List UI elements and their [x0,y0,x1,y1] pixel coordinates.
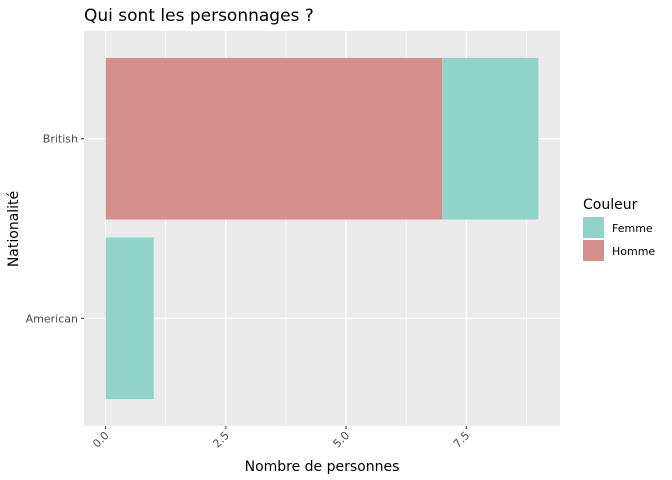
legend: Couleur Femme Homme [583,197,655,261]
bars [105,57,539,400]
legend-title: Couleur [583,197,638,213]
bar-femme-american [105,237,154,400]
chart-title: Qui sont les personnages ? [84,6,314,26]
x-tick-label: 2.5 [210,429,232,451]
x-tick-label: 5.0 [331,429,353,451]
x-axis: 0.0 2.5 5.0 7.5 [90,426,472,450]
bar-femme-british [442,57,539,220]
y-tick-label: British [43,133,78,146]
legend-label: Homme [612,245,655,258]
bar-homme-british [105,57,443,220]
y-axis-title: Nationalité [6,191,22,267]
x-tick-label: 0.0 [90,429,112,451]
x-tick-label: 7.5 [451,429,473,451]
legend-key-femme [583,217,604,238]
y-tick-label: American [26,312,78,325]
y-axis: American British [26,133,84,325]
legend-label: Femme [612,222,653,235]
legend-key-homme [583,240,604,261]
x-axis-title: Nombre de personnes [245,459,400,475]
